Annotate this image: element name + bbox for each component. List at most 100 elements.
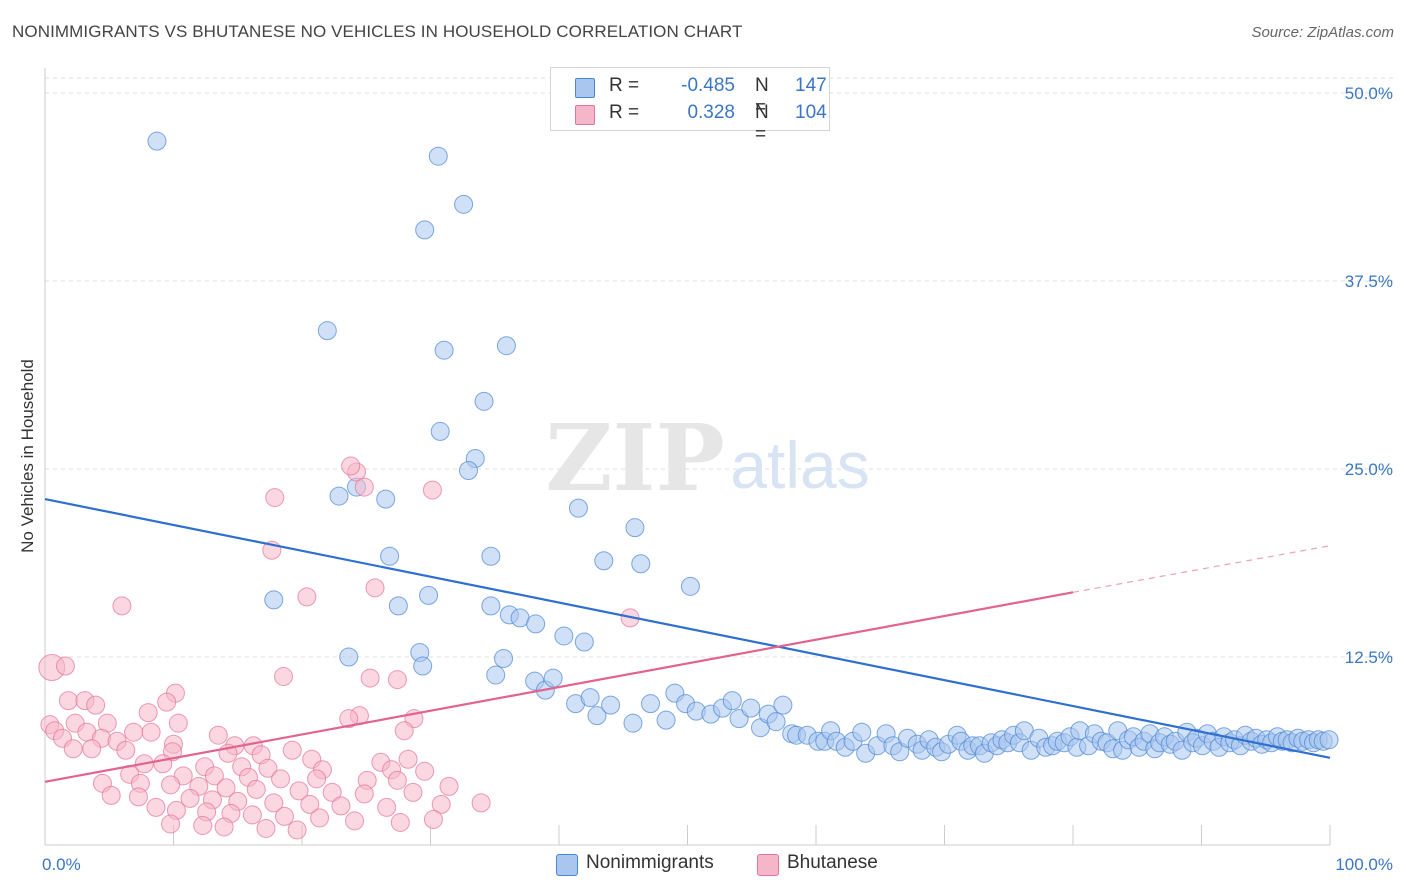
point-bhutanese — [124, 722, 144, 742]
point-bhutanese — [274, 667, 294, 687]
point-bhutanese — [415, 761, 435, 781]
point-bhutanese — [274, 806, 294, 826]
legend-n-label: N = — [755, 75, 769, 118]
point-nonimmigrants — [766, 712, 786, 732]
point-bhutanese — [387, 770, 407, 790]
point-bhutanese — [282, 740, 302, 760]
point-nonimmigrants — [147, 131, 167, 151]
trendline-nonimmigrants — [44, 498, 1331, 759]
point-nonimmigrants — [741, 698, 761, 718]
point-bhutanese — [398, 749, 418, 769]
point-bhutanese — [214, 817, 234, 837]
legend-n-value: 104 — [795, 102, 827, 123]
point-bhutanese — [264, 793, 284, 813]
point-nonimmigrants — [494, 649, 514, 669]
point-bhutanese — [161, 814, 181, 834]
point-nonimmigrants — [656, 710, 676, 730]
point-bhutanese — [394, 721, 414, 741]
point-bhutanese — [101, 785, 121, 805]
point-bhutanese — [287, 820, 307, 840]
y-tick-label: 12.5% — [1345, 648, 1393, 667]
point-bhutanese — [271, 769, 291, 789]
point-nonimmigrants — [454, 194, 474, 214]
y-tick-label: 37.5% — [1345, 272, 1393, 291]
point-nonimmigrants — [852, 722, 872, 742]
point-bhutanese — [216, 778, 236, 798]
point-bhutanese — [204, 766, 224, 786]
point-bhutanese — [377, 797, 397, 817]
point-bhutanese — [138, 703, 158, 723]
source-label: Source: ZipAtlas.com — [1251, 24, 1394, 41]
point-bhutanese — [345, 811, 365, 831]
point-bhutanese — [403, 782, 423, 802]
legend-r-value: 0.328 — [687, 102, 735, 123]
point-bhutanese — [258, 758, 278, 778]
point-bhutanese — [86, 695, 106, 715]
point-nonimmigrants — [413, 656, 433, 676]
point-bhutanese — [193, 815, 213, 835]
point-nonimmigrants — [486, 665, 506, 685]
bottom-legend-label: Nonimmigrants — [586, 852, 714, 873]
point-nonimmigrants — [458, 461, 478, 481]
point-nonimmigrants — [434, 340, 454, 360]
legend-n-value: 147 — [795, 75, 827, 96]
chart-title: NONIMMIGRANTS VS BHUTANESE NO VEHICLES I… — [12, 22, 743, 41]
point-nonimmigrants — [415, 220, 435, 240]
x-tick-label: 0.0% — [42, 855, 81, 874]
legend-r-label: R = — [609, 75, 640, 96]
point-bhutanese — [365, 578, 385, 598]
point-nonimmigrants — [376, 489, 396, 509]
point-nonimmigrants — [601, 695, 621, 715]
point-bhutanese — [354, 784, 374, 804]
point-bhutanese — [58, 691, 78, 711]
point-bhutanese — [63, 739, 83, 759]
point-bhutanese — [339, 709, 359, 729]
point-bhutanese — [322, 782, 342, 802]
point-bhutanese — [208, 725, 228, 745]
point-bhutanese — [354, 477, 374, 497]
point-bhutanese — [55, 656, 75, 676]
point-nonimmigrants — [773, 695, 793, 715]
point-nonimmigrants — [623, 713, 643, 733]
point-bhutanese — [423, 809, 443, 829]
point-nonimmigrants — [574, 632, 594, 652]
point-nonimmigrants — [339, 647, 359, 667]
point-nonimmigrants — [380, 546, 400, 566]
point-nonimmigrants — [481, 546, 501, 566]
point-nonimmigrants — [481, 596, 501, 616]
correlation-legend: R = -0.485 N = 147 R = 0.328 N = 104 — [550, 67, 830, 145]
point-nonimmigrants — [264, 590, 284, 610]
legend-r-value: -0.485 — [681, 75, 735, 96]
point-nonimmigrants — [631, 554, 651, 574]
point-bhutanese — [439, 776, 459, 796]
point-bhutanese — [300, 794, 320, 814]
point-bhutanese — [141, 722, 161, 742]
point-bhutanese — [153, 754, 173, 774]
bottom-legend-label: Bhutanese — [787, 852, 878, 873]
point-bhutanese — [471, 793, 491, 813]
point-bhutanese — [431, 794, 451, 814]
point-nonimmigrants — [388, 596, 408, 616]
point-bhutanese — [265, 488, 285, 508]
point-bhutanese — [168, 713, 188, 733]
point-bhutanese — [157, 692, 177, 712]
point-bhutanese — [331, 796, 351, 816]
watermark-atlas: atlas — [730, 428, 869, 502]
point-nonimmigrants — [554, 626, 574, 646]
point-bhutanese — [146, 797, 166, 817]
watermark-zip: ZIP — [545, 404, 724, 512]
point-nonimmigrants — [594, 551, 614, 571]
point-bhutanese — [310, 808, 330, 828]
point-bhutanese — [422, 480, 442, 500]
point-nonimmigrants — [625, 518, 645, 538]
y-tick-label: 50.0% — [1345, 84, 1393, 103]
y-tick-label: 25.0% — [1345, 460, 1393, 479]
trendline-bhutanese — [44, 591, 1074, 783]
point-nonimmigrants — [680, 576, 700, 596]
point-bhutanese — [112, 596, 132, 616]
point-bhutanese — [242, 805, 262, 825]
point-bhutanese — [128, 787, 148, 807]
point-bhutanese — [161, 775, 181, 795]
bottom-legend-swatch-bhutanese — [757, 854, 779, 876]
